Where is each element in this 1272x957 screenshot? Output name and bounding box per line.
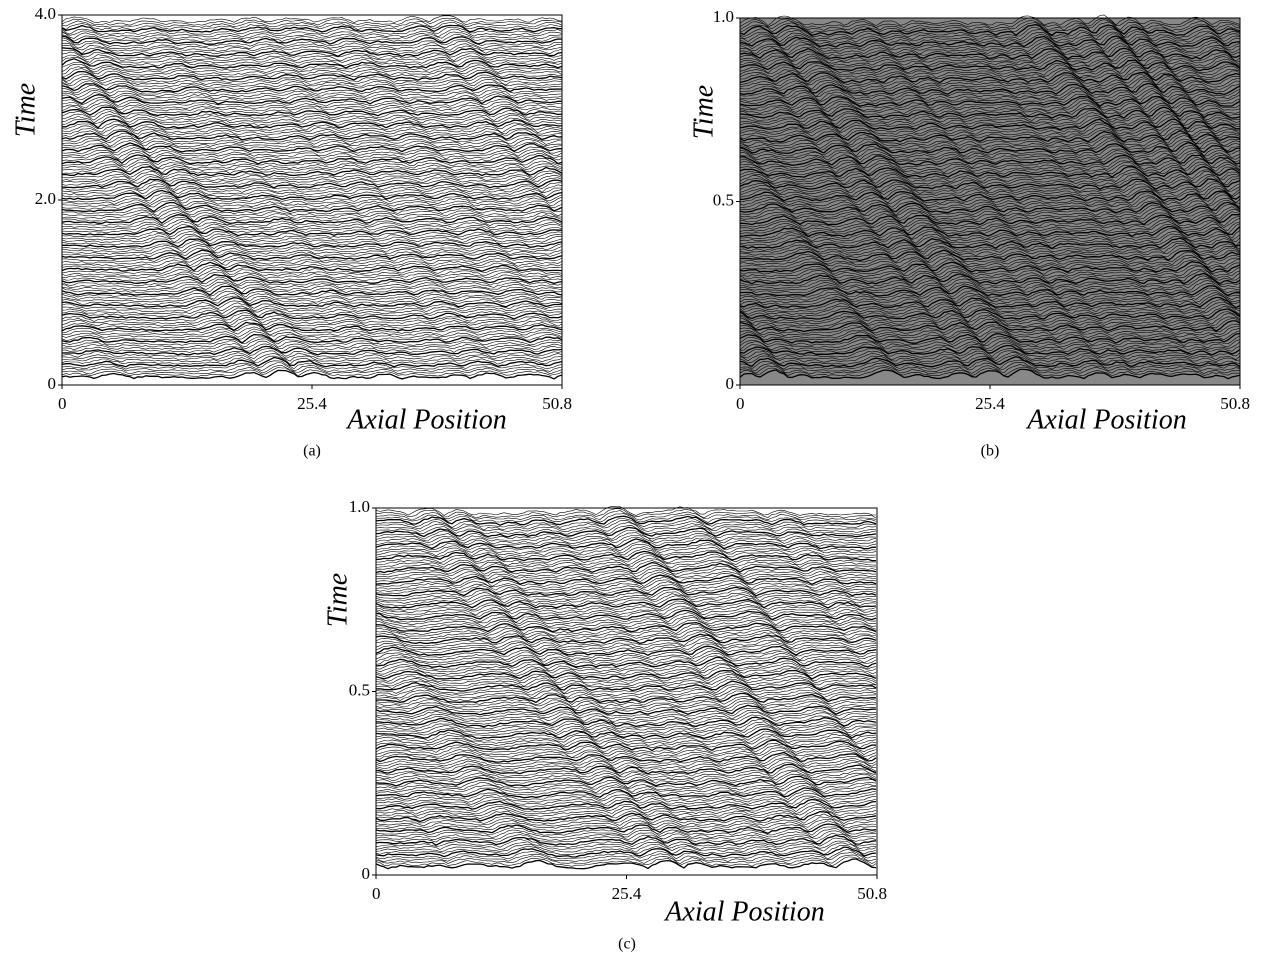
x-tick-label: 0 (58, 394, 67, 413)
panel-label: (c) (618, 936, 636, 953)
x-tick-label: 50.8 (857, 884, 887, 903)
y-tick-label: 0 (726, 374, 735, 393)
y-tick-label: 2.0 (35, 189, 56, 208)
x-tick-label: 25.4 (297, 394, 327, 413)
x-tick-label: 0 (736, 394, 745, 413)
y-tick-label: 0.5 (713, 190, 734, 209)
x-axis-label: Axial Position (1025, 404, 1186, 435)
x-tick-label: 0 (372, 884, 381, 903)
x-tick-label: 25.4 (975, 394, 1005, 413)
y-tick-label: 0 (48, 374, 57, 393)
x-axis-label: Axial Position (345, 404, 506, 435)
y-tick-label: 1.0 (349, 497, 370, 516)
x-tick-label: 50.8 (1220, 394, 1250, 413)
y-tick-label: 0.5 (349, 680, 370, 699)
x-tick-label: 50.8 (542, 394, 572, 413)
panel-label: (a) (303, 443, 321, 460)
y-axis-label: Time (688, 85, 719, 139)
x-tick-label: 25.4 (612, 884, 642, 903)
y-tick-label: 0 (362, 864, 371, 883)
y-tick-label: 4.0 (35, 4, 56, 23)
x-axis-label: Axial Position (663, 896, 824, 927)
panel-label: (b) (981, 443, 1000, 460)
figure: 0 2.0 4.0 0 25.4 50.8 Axial Position Time (a) 0 0.… (0, 0, 1272, 957)
y-axis-label: Time (10, 83, 41, 137)
y-tick-label: 1.0 (713, 7, 734, 26)
y-axis-label: Time (322, 573, 353, 627)
